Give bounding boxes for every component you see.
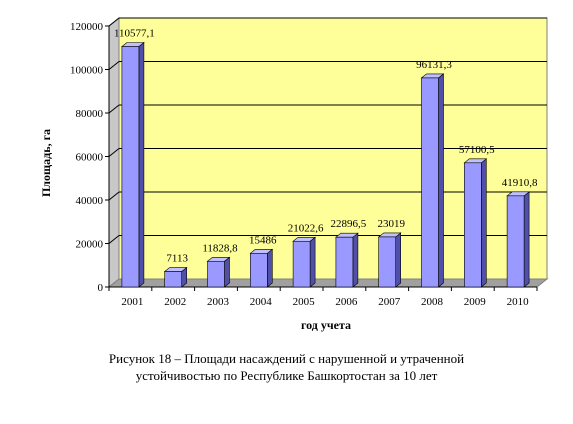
value-label: 11828,8 [202, 242, 238, 254]
bar-side [438, 73, 444, 288]
y-axis-ticks: 0 20000 40000 60000 80000 100000 120000 [70, 21, 109, 294]
x-tick-label: 2009 [464, 296, 487, 308]
bar-front [506, 195, 525, 288]
value-label: 15486 [249, 234, 277, 246]
bar-2004 [249, 248, 274, 288]
value-label: 96131,3 [416, 59, 452, 71]
gridline-side [108, 235, 120, 244]
y-tick-label: 60000 [76, 152, 104, 164]
value-label: 110577,1 [114, 27, 155, 39]
bar-side [480, 158, 487, 288]
bar-2010 [506, 191, 530, 288]
bar-front [121, 46, 140, 288]
bar-2001 [121, 41, 145, 288]
figure-caption: Рисунок 18 – Площади насаждений с наруше… [0, 350, 573, 384]
gridline-side [108, 61, 120, 70]
bar-front [164, 271, 182, 288]
bar-front [250, 253, 268, 288]
x-tick-label: 2005 [293, 296, 316, 308]
caption-line-2: устойчивостью по Республике Башкортостан… [135, 368, 438, 383]
bar-side [395, 232, 402, 288]
bar-front [292, 240, 311, 288]
y-tick-label: 120000 [70, 21, 104, 33]
bar-2003 [206, 256, 231, 288]
bar-front [335, 236, 354, 288]
value-label: 41910,8 [502, 177, 538, 189]
gridline-side [108, 104, 120, 114]
bar-front [421, 77, 439, 288]
bar-2006 [335, 232, 359, 288]
x-tick-label: 2001 [121, 296, 143, 308]
x-tick-label: 2010 [507, 296, 530, 308]
value-label: 57100,5 [459, 144, 495, 156]
bar-2002 [163, 266, 188, 288]
y-axis-title: Площадь, га [39, 129, 53, 197]
x-tick-label: 2002 [164, 296, 186, 308]
bar-side [523, 191, 530, 288]
bar-2005 [292, 236, 316, 288]
gridline-side [108, 191, 120, 201]
bar-2009 [463, 158, 488, 288]
bar-side [309, 236, 316, 288]
value-label: 23019 [377, 218, 405, 230]
x-tick-label: 2003 [207, 296, 230, 308]
caption-line-1: Рисунок 18 – Площади насаждений с наруше… [108, 351, 465, 366]
bar-side [138, 41, 145, 288]
gridline-side [108, 17, 120, 27]
bar-side [224, 256, 230, 288]
value-label: 22896,5 [331, 218, 367, 230]
bar-side [266, 248, 273, 288]
value-label: 21022,6 [288, 222, 324, 234]
x-tick-label: 2004 [250, 296, 273, 308]
bar-front [463, 162, 482, 288]
x-tick-label: 2006 [335, 296, 358, 308]
x-axis-ticks: 2001 2002 2003 2004 2005 2006 2007 2008 2009 2010 [108, 287, 538, 308]
gridline-side [108, 148, 120, 157]
y-tick-label: 20000 [76, 239, 104, 251]
y-tick-label: 40000 [76, 195, 104, 207]
x-tick-label: 2007 [378, 296, 401, 308]
x-tick-label: 2008 [421, 296, 444, 308]
bars [121, 41, 530, 288]
value-labels: 110577,1 7113 11828,8 15486 21022,6 22896,5 23… [114, 27, 538, 264]
value-label: 7113 [166, 253, 188, 265]
bar-2008 [420, 73, 445, 288]
y-tick-label: 100000 [70, 65, 104, 77]
x-axis-title: год учета [301, 318, 351, 332]
y-tick-label: 80000 [76, 108, 104, 120]
bar-front [378, 236, 397, 288]
bar-2007 [377, 232, 402, 288]
bar-side [352, 232, 359, 288]
bar-front [207, 260, 225, 288]
y-tick-label: 0 [98, 282, 104, 294]
